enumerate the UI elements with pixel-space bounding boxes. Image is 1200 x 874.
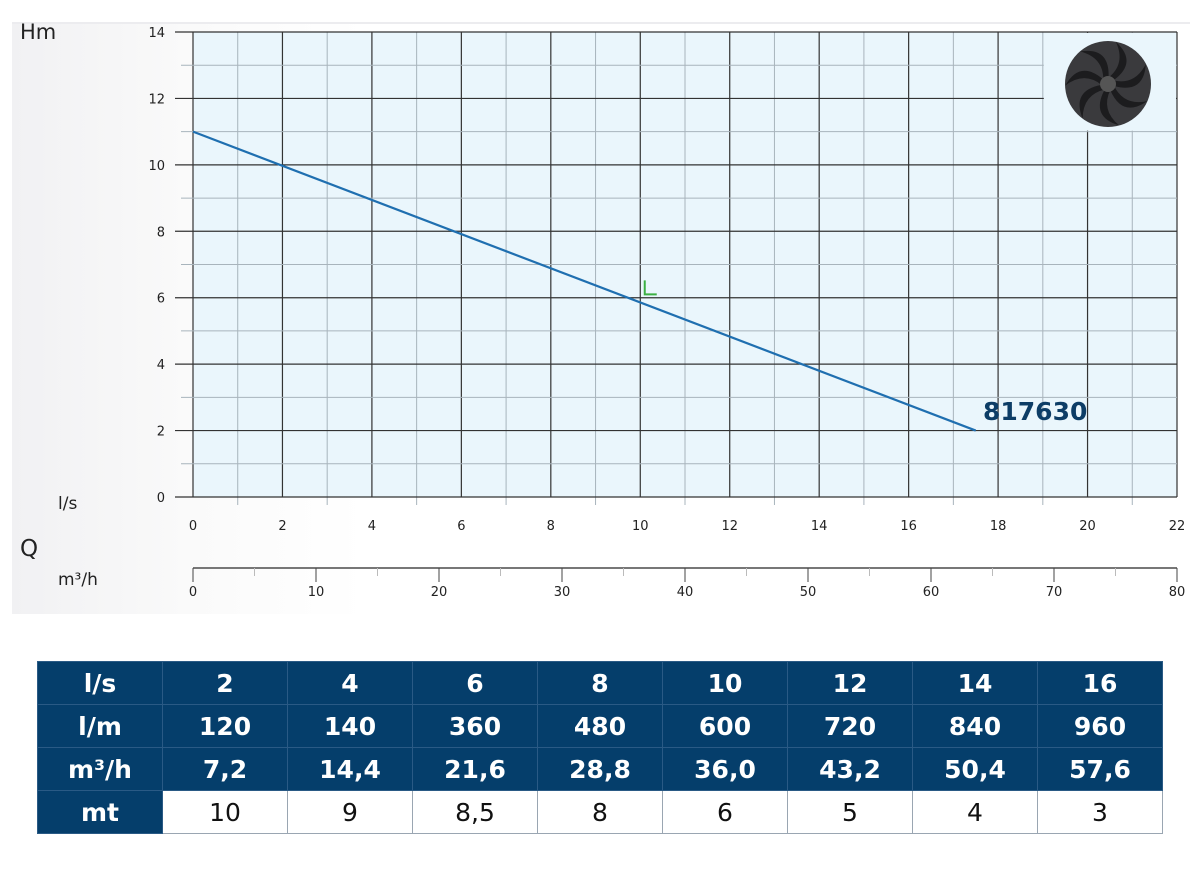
x-tick-label: 10 <box>632 519 649 534</box>
table-cell: 3 <box>1037 790 1163 834</box>
table-cell: 6 <box>662 790 788 834</box>
pump-curve-chart: 0 2 4 6 8 10 12 14 0 2 4 6 8 10 12 14 16 18 20 22 0 10 20 30 40 5… <box>148 26 1186 600</box>
row-label: l/m <box>37 704 163 748</box>
y-tick-label: 4 <box>157 358 165 373</box>
table-row: mt 10 9 8,5 8 6 5 4 3 <box>37 790 1163 834</box>
x-tick-label: 16 <box>900 519 917 534</box>
table-cell: 2 <box>162 661 288 705</box>
x2-tick-label: 60 <box>923 585 940 600</box>
table-cell: 57,6 <box>1037 747 1163 791</box>
curve-label: 817630 <box>983 397 1087 426</box>
table-cell: 840 <box>912 704 1038 748</box>
x-tick-label: 22 <box>1169 519 1186 534</box>
table-cell: 43,2 <box>787 747 913 791</box>
x-tick-label: 4 <box>368 519 376 534</box>
y-tick-label: 6 <box>157 292 165 307</box>
table-cell: 36,0 <box>662 747 788 791</box>
table-cell: 6 <box>412 661 538 705</box>
table-cell: 4 <box>287 661 413 705</box>
x2-tick-label: 0 <box>189 585 197 600</box>
x-tick-label: 2 <box>278 519 286 534</box>
y-tick-label: 10 <box>148 159 165 174</box>
table-cell: 12 <box>787 661 913 705</box>
x-tick-label: 18 <box>990 519 1007 534</box>
performance-table: l/s 2 4 6 8 10 12 14 16 l/m 120 140 360 480 600 720 840 9… <box>37 661 1163 834</box>
x2-tick-label: 30 <box>554 585 571 600</box>
x-axis-label: Q <box>20 536 39 562</box>
x2-tick-label: 40 <box>677 585 694 600</box>
x2-tick-label: 10 <box>308 585 325 600</box>
table-row: m³/h 7,2 14,4 21,6 28,8 36,0 43,2 50,4 57,6 <box>37 747 1163 791</box>
row-label: mt <box>37 790 163 834</box>
table-cell: 960 <box>1037 704 1163 748</box>
table-cell: 10 <box>162 790 288 834</box>
curve-817630 <box>192 130 977 432</box>
x-tick-label: 6 <box>457 519 465 534</box>
y-tick-label: 2 <box>157 425 165 440</box>
x-tick-label: 20 <box>1079 519 1096 534</box>
table-cell: 600 <box>662 704 788 748</box>
y-tick-label: 12 <box>148 92 165 107</box>
y-tick-label: 8 <box>157 225 165 240</box>
operating-point-marker <box>643 280 657 296</box>
table-cell: 5 <box>787 790 913 834</box>
table-cell: 8 <box>537 661 663 705</box>
table-cell: 28,8 <box>537 747 663 791</box>
x-unit-primary: l/s <box>58 494 78 514</box>
y-axis-label: Hm <box>20 20 57 44</box>
table-cell: 9 <box>287 790 413 834</box>
x2-tick-label: 50 <box>800 585 817 600</box>
table-row: l/m 120 140 360 480 600 720 840 960 <box>37 704 1163 748</box>
table-cell: 8,5 <box>412 790 538 834</box>
table-cell: 16 <box>1037 661 1163 705</box>
row-label: m³/h <box>37 747 163 791</box>
table-cell: 10 <box>662 661 788 705</box>
x-tick-label: 8 <box>547 519 555 534</box>
x-unit-secondary: m³/h <box>58 570 98 590</box>
table-cell: 480 <box>537 704 663 748</box>
row-label: l/s <box>37 661 163 705</box>
table-cell: 360 <box>412 704 538 748</box>
table-cell: 120 <box>162 704 288 748</box>
table-cell: 720 <box>787 704 913 748</box>
table-cell: 14,4 <box>287 747 413 791</box>
table-cell: 14 <box>912 661 1038 705</box>
x2-tick-label: 20 <box>431 585 448 600</box>
x-tick-label: 0 <box>189 519 197 534</box>
table-cell: 4 <box>912 790 1038 834</box>
table-cell: 7,2 <box>162 747 288 791</box>
x-tick-label: 12 <box>721 519 738 534</box>
table-cell: 140 <box>287 704 413 748</box>
x2-tick-label: 70 <box>1046 585 1063 600</box>
x-tick-label: 14 <box>811 519 828 534</box>
impeller-icon <box>1065 41 1151 127</box>
table-row: l/s 2 4 6 8 10 12 14 16 <box>37 661 1163 705</box>
table-cell: 8 <box>537 790 663 834</box>
table-cell: 21,6 <box>412 747 538 791</box>
y-tick-label: 14 <box>148 26 165 41</box>
table-cell: 50,4 <box>912 747 1038 791</box>
y-tick-label: 0 <box>157 491 165 506</box>
x2-tick-label: 80 <box>1169 585 1186 600</box>
